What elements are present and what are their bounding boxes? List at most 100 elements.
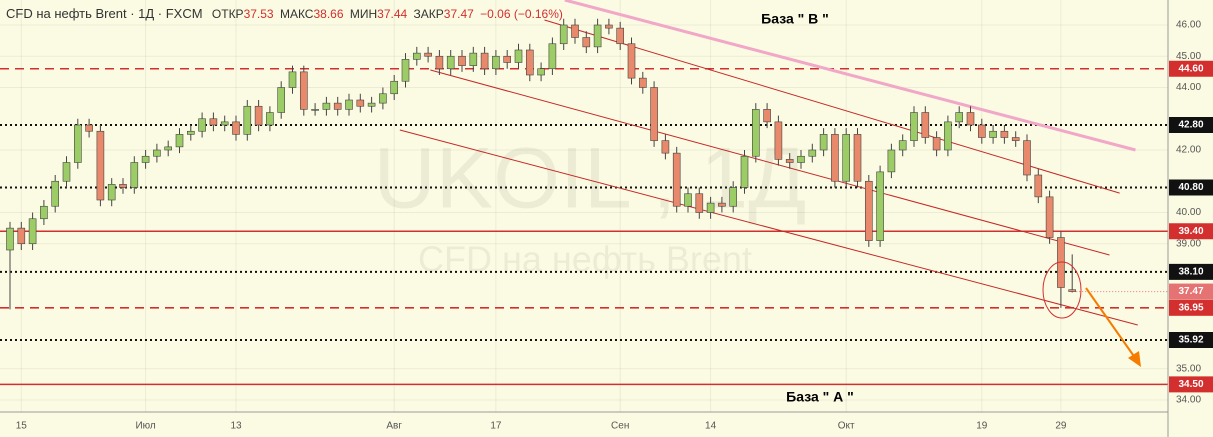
candle-body xyxy=(367,102,376,107)
candle-body xyxy=(932,137,941,151)
candle-body xyxy=(243,105,252,135)
highlight-ellipse xyxy=(1042,261,1082,319)
candle-body xyxy=(130,162,139,188)
y-tick-label: 45.00 xyxy=(1176,51,1201,62)
candle-body xyxy=(774,121,783,160)
candle-body xyxy=(763,109,771,123)
price-badge xyxy=(1169,332,1213,348)
x-tick-label: 14 xyxy=(705,421,717,432)
price-badge xyxy=(1169,60,1213,77)
price-badge xyxy=(1169,283,1213,300)
candle-body xyxy=(695,193,704,213)
candle-body xyxy=(559,24,568,45)
price-badge xyxy=(1169,263,1213,280)
candle-body xyxy=(638,77,647,88)
candle-body xyxy=(910,112,918,141)
price-badge xyxy=(1169,299,1213,316)
candle-body xyxy=(322,102,331,110)
candle-body xyxy=(198,118,206,132)
candle-body xyxy=(1045,196,1054,238)
y-tick-label: 40.00 xyxy=(1176,207,1201,218)
price-badge-label: 40.80 xyxy=(1178,182,1203,193)
price-badge-label: 36.95 xyxy=(1178,302,1203,313)
arrow-head xyxy=(1128,351,1141,367)
candle-body xyxy=(616,27,625,45)
candle-body xyxy=(842,134,851,182)
candle-body xyxy=(977,124,986,138)
watermark: CFD на нефть Brent xyxy=(418,239,752,280)
ohlc-label: МИН xyxy=(349,7,378,21)
candle-body xyxy=(503,55,512,63)
candle-body xyxy=(808,149,817,157)
y-tick-label: 39.00 xyxy=(1176,238,1201,249)
watermark: UKOIL , 1Д xyxy=(374,131,807,227)
candle-body xyxy=(864,180,873,241)
candle-body xyxy=(187,130,195,135)
price-badge-label: 37.47 xyxy=(1178,286,1203,297)
ohlc-label: ЗАКР xyxy=(413,7,444,21)
candle-body xyxy=(74,124,82,163)
candle-body xyxy=(966,112,975,126)
x-tick-label: 19 xyxy=(976,421,988,432)
price-badge xyxy=(1169,117,1213,133)
price-badge-label: 44.60 xyxy=(1178,63,1203,74)
candle-body xyxy=(571,24,579,38)
y-tick-label: 35.00 xyxy=(1176,363,1201,374)
candle-body xyxy=(17,227,26,245)
annotation: База " В " xyxy=(761,11,829,27)
candle-body xyxy=(819,134,828,151)
candle-body xyxy=(718,202,726,207)
candle-body xyxy=(232,121,240,135)
candle-body xyxy=(514,49,523,63)
candle-body xyxy=(209,118,218,126)
candle-body xyxy=(1068,289,1076,292)
candle-body xyxy=(853,134,862,182)
candle-body xyxy=(435,55,444,70)
y-tick-label: 44.00 xyxy=(1176,82,1201,93)
candle-body xyxy=(1034,174,1043,198)
y-tick-label: 42.00 xyxy=(1176,145,1201,156)
x-tick-label: 29 xyxy=(1055,421,1067,432)
y-tick-label: 46.00 xyxy=(1176,20,1201,31)
candle-body xyxy=(141,155,150,163)
candle-body xyxy=(390,80,399,95)
candle-body xyxy=(96,130,105,201)
candle-body xyxy=(51,180,60,207)
price-badge-label: 35.92 xyxy=(1178,335,1203,346)
candle-body xyxy=(164,146,172,151)
candle-body xyxy=(1000,130,1009,138)
candle-body xyxy=(492,55,500,70)
trendline xyxy=(564,0,1136,152)
candle-body xyxy=(288,71,297,88)
candle-body xyxy=(650,87,658,141)
x-tick-label: Окт xyxy=(838,421,855,432)
candle-body xyxy=(1023,140,1031,176)
candle-body xyxy=(887,149,896,173)
price-badge xyxy=(1169,376,1213,393)
candle-body xyxy=(85,124,93,132)
symbol-title: CFD на нефть Brent · 1Д · FXCM xyxy=(6,6,203,21)
candle-body xyxy=(379,93,387,104)
candle-body xyxy=(446,55,455,70)
price-badge-label: 39.40 xyxy=(1178,226,1203,237)
candle-body xyxy=(311,109,319,111)
annotation: База " А " xyxy=(786,389,854,405)
candle-body xyxy=(458,55,466,66)
candle-body xyxy=(898,140,907,151)
candle-body xyxy=(107,184,116,201)
candle-body xyxy=(740,155,749,188)
candle-body xyxy=(356,99,365,107)
candle-body xyxy=(220,121,229,126)
candle-body xyxy=(401,59,410,82)
candle-body xyxy=(672,152,681,207)
ohlc-label: МАКС xyxy=(279,7,314,21)
candle-body xyxy=(729,187,738,207)
trendline xyxy=(430,69,1110,256)
candle-body xyxy=(785,159,794,163)
candle-body xyxy=(537,68,545,76)
ohlc-value: 38.66 xyxy=(313,7,344,21)
candle-body xyxy=(62,162,71,182)
candle-body xyxy=(28,218,37,245)
candle-body xyxy=(1011,137,1020,141)
